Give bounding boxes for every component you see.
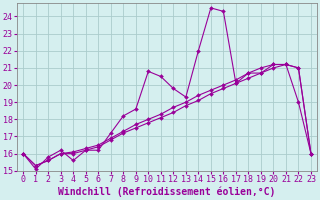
X-axis label: Windchill (Refroidissement éolien,°C): Windchill (Refroidissement éolien,°C) — [58, 187, 276, 197]
